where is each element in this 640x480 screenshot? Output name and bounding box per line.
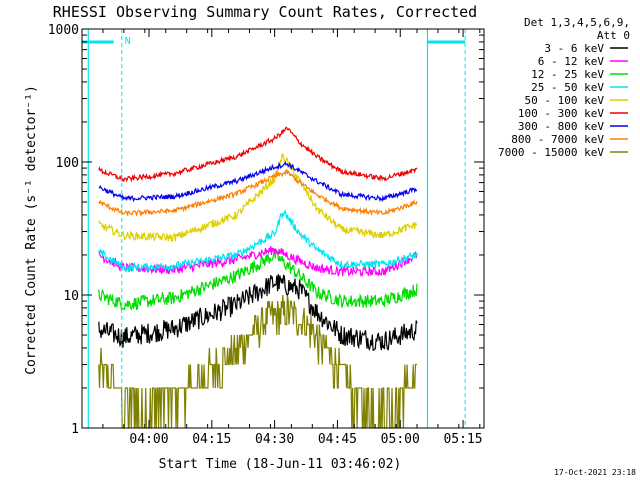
series-line-0	[98, 274, 418, 352]
x-tick-label: 05:15	[443, 432, 482, 447]
series-line-4	[98, 153, 418, 243]
legend-label-6: 300 - 800 keV	[518, 120, 604, 133]
tick-layer: 04:00 04:15 04:30 04:45 05:00 05:15 1 10 100 1000	[48, 23, 484, 447]
legend-label-0: 3 - 6 keV	[544, 42, 604, 55]
y-axis-label: Corrected Count Rate (s⁻¹ detector⁻¹)	[24, 85, 39, 375]
chart-title: RHESSI Observing Summary Count Rates, Co…	[53, 3, 477, 21]
legend-label-4: 50 - 100 keV	[525, 94, 605, 107]
legend-header-attenuator: Att 0	[597, 29, 630, 42]
footer-date: 17-Oct-2021 23:18	[554, 468, 636, 477]
series-line-8	[98, 294, 417, 429]
series-line-1	[98, 245, 418, 278]
y-tick-label: 10	[63, 289, 79, 304]
legend-label-1: 6 - 12 keV	[538, 55, 605, 68]
series-line-5	[98, 126, 418, 183]
x-tick-label: 04:00	[129, 432, 168, 447]
marker-layer: N	[82, 29, 466, 428]
legend-label-2: 12 - 25 keV	[531, 68, 604, 81]
x-tick-label: 04:45	[318, 432, 357, 447]
series-layer	[98, 126, 418, 429]
series-line-3	[98, 209, 418, 273]
plot-area: N 04:00 04:15 04:30 04:45 05:00 05:15 1 10 100 10…	[48, 23, 485, 447]
x-tick-label: 05:00	[381, 432, 420, 447]
legend-header-detectors: Det 1,3,4,5,6,9,	[524, 16, 630, 29]
y-tick-label: 100	[56, 156, 79, 171]
series-line-6	[98, 160, 418, 203]
legend-label-5: 100 - 300 keV	[518, 107, 604, 120]
legend-label-8: 7000 - 15000 keV	[498, 146, 604, 159]
series-line-7	[98, 168, 418, 217]
x-tick-label: 04:30	[255, 432, 294, 447]
y-tick-label: 1	[71, 422, 79, 437]
legend-label-3: 25 - 50 keV	[531, 81, 604, 94]
x-axis-label: Start Time (18-Jun-11 03:46:02)	[159, 457, 402, 472]
x-tick-label: 04:15	[192, 432, 231, 447]
y-tick-label: 1000	[48, 23, 79, 38]
series-line-2	[98, 248, 418, 312]
night-label: N	[125, 36, 131, 47]
legend-label-7: 800 - 7000 keV	[511, 133, 604, 146]
plot-frame	[81, 28, 485, 429]
